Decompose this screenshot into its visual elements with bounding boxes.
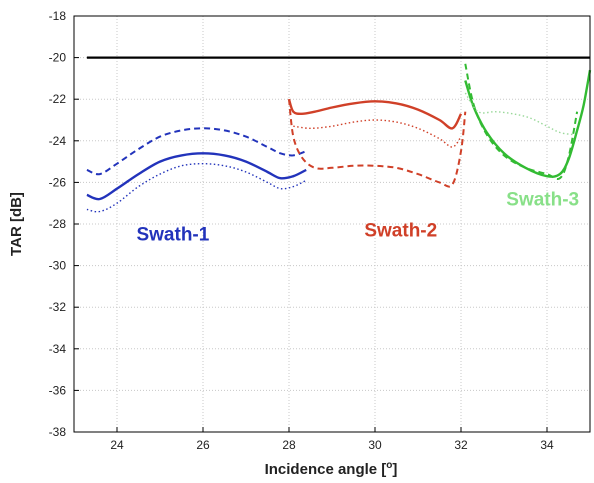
y-tick-label: -26	[49, 175, 67, 189]
swath-1-dashed-line	[86, 127, 307, 176]
x-axis-label-end: ]	[392, 461, 397, 478]
y-tick-label: -32	[49, 300, 67, 314]
swath-1-solid-line	[86, 152, 307, 201]
x-axis-label-superscript: o	[386, 460, 392, 471]
x-tick-label: 24	[110, 438, 124, 452]
x-tick-label: 26	[196, 438, 210, 452]
y-tick-label: -34	[49, 342, 67, 356]
y-tick-label: -22	[49, 92, 67, 106]
annotations: Swath-1 Swath-2 Swath-3	[136, 189, 579, 245]
x-tick-label: 34	[540, 438, 554, 452]
x-axis-label-text: Incidence angle [	[265, 461, 387, 478]
y-axis-label: TAR [dB]	[8, 192, 25, 256]
y-tick-label: -36	[49, 383, 67, 397]
swath-label: Swath-3	[506, 189, 579, 210]
y-tick-label: -20	[49, 51, 67, 65]
swath-2-dotted-line	[293, 119, 462, 148]
swath-1-dotted-line	[86, 162, 307, 213]
swath-3-dotted-line	[464, 92, 573, 136]
y-tick-label: -38	[49, 425, 67, 439]
swath-2-solid-line	[287, 98, 463, 130]
swath-label: Swath-2	[364, 220, 437, 241]
x-axis-label: Incidence angle [o]	[265, 460, 398, 478]
x-tick-label: 28	[282, 438, 296, 452]
y-tick-label: -28	[49, 217, 67, 231]
series-group	[86, 63, 592, 213]
tick-labels: 24 26 28 30 32 34 -18 -20 -22 -24 -26 -28 -30 -32 -34 -…	[49, 9, 554, 452]
swath-2-dashed-line	[288, 99, 467, 188]
y-tick-label: -24	[49, 134, 67, 148]
swath-label: Swath-1	[136, 225, 209, 246]
y-tick-label: -18	[49, 9, 67, 23]
y-tick-label: -30	[49, 259, 67, 273]
x-tick-label: 32	[454, 438, 468, 452]
x-tick-label: 30	[368, 438, 382, 452]
swath-3-dashed-line	[464, 63, 579, 180]
